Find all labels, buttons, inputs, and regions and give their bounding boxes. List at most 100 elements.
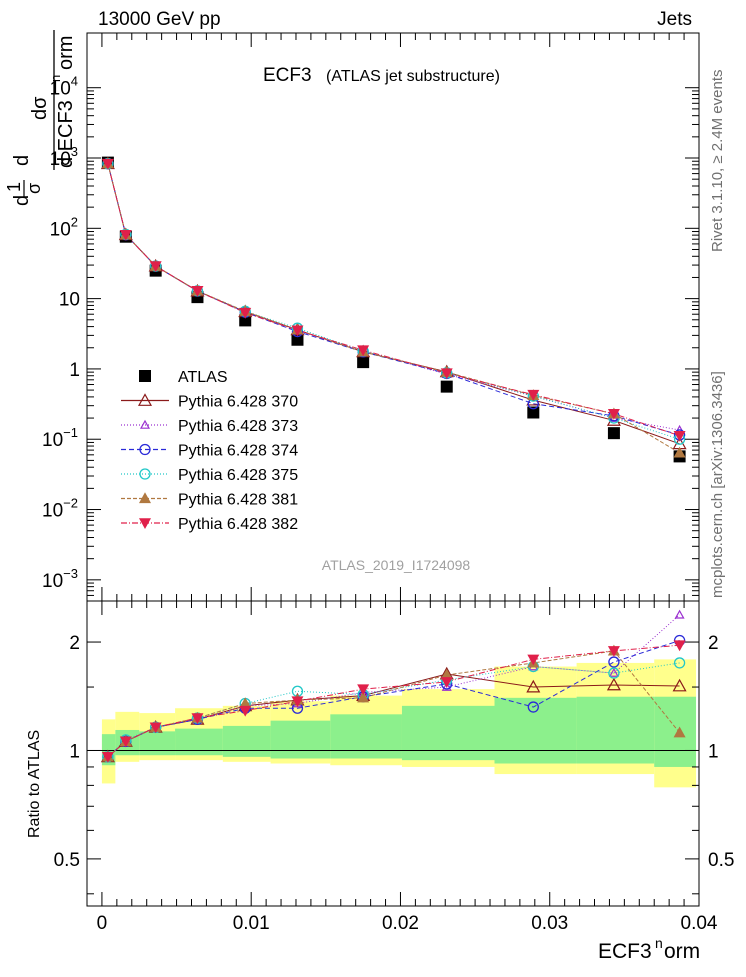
ratio-plot xyxy=(100,609,687,763)
mc-data-point xyxy=(607,408,620,420)
main-ytick-label: 10−1 xyxy=(42,425,78,451)
ratio-band-green xyxy=(576,696,655,764)
legend-label: ATLAS xyxy=(178,369,228,386)
legend-label: Pythia 6.428 375 xyxy=(178,467,298,484)
plot-subtitle: (ATLAS jet substructure) xyxy=(326,68,500,85)
atlas-data-point xyxy=(239,314,252,327)
legend-marker xyxy=(138,492,152,504)
ratio-band-green xyxy=(222,725,271,757)
mc-data-point xyxy=(527,389,540,401)
ratio-data-point xyxy=(673,726,686,738)
legend-label: Pythia 6.428 381 xyxy=(178,492,298,509)
main-y-axis-label: dσ d ECF3 n orm d 1 σ d xyxy=(4,30,77,206)
legend-marker xyxy=(139,443,151,456)
atlas-data-point xyxy=(357,356,370,369)
main-ytick-label: 10 xyxy=(59,290,80,311)
rivet-version-label: Rivet 3.1.10, ≥ 2.4M events xyxy=(709,70,726,253)
ratio-series-line xyxy=(107,662,680,758)
ratio-data-point xyxy=(673,657,686,669)
main-ytick-label: 10−2 xyxy=(42,496,78,522)
legend-label: Pythia 6.428 373 xyxy=(178,418,298,435)
ratio-data-point xyxy=(608,656,620,668)
ylabel-d-prefix: d xyxy=(11,195,33,206)
ratio-data-point xyxy=(119,736,132,748)
analysis-watermark: ATLAS_2019_I1724098 xyxy=(322,557,471,573)
ylabel-orm: orm xyxy=(55,36,77,70)
ratio-ytick-label-right: 0.5 xyxy=(708,850,734,871)
legend-label: Pythia 6.428 382 xyxy=(178,516,298,533)
xtick-label: 0.04 xyxy=(681,913,718,934)
ylabel-numerator: dσ xyxy=(29,96,51,120)
legend-marker xyxy=(139,518,151,529)
ratio-band-green xyxy=(330,714,402,759)
legend: ATLAS Pythia 6.428 370 Pythia 6.428 373 Pyt… xyxy=(121,369,298,533)
legend-label: Pythia 6.428 370 xyxy=(178,394,298,411)
ratio-ytick-label-left: 1 xyxy=(69,741,80,762)
ratio-data-point xyxy=(608,667,620,679)
mc-data-point xyxy=(191,286,204,297)
ratio-ytick-label-left: 2 xyxy=(69,633,80,654)
main-ytick-label: 10−3 xyxy=(42,566,78,592)
ratio-data-point xyxy=(674,609,685,619)
mc-data-point xyxy=(673,446,686,458)
ratio-band-green xyxy=(175,728,223,756)
energy-label: 13000 GeV pp xyxy=(98,9,221,30)
ratio-uncertainty-bands xyxy=(87,659,699,788)
ratio-data-point xyxy=(608,667,619,677)
ratio-data-point xyxy=(673,640,686,652)
atlas-data-point xyxy=(440,380,453,393)
ratio-ytick-label-left: 0.5 xyxy=(54,850,80,871)
ratio-band-green xyxy=(270,720,331,759)
ratio-ytick-label-right: 1 xyxy=(708,741,719,762)
ratio-data-point xyxy=(527,654,540,666)
legend-label: Pythia 6.428 374 xyxy=(178,443,298,460)
mc-data-point xyxy=(291,325,304,337)
ratio-data-point xyxy=(239,705,252,717)
xlabel-orm: orm xyxy=(664,940,700,963)
ylabel-one: 1 xyxy=(4,182,24,192)
main-ytick-label: 1 xyxy=(69,360,80,381)
main-ytick-label: 102 xyxy=(50,214,78,240)
ratio-data-point xyxy=(606,677,621,691)
ratio-band-green xyxy=(139,731,176,756)
xtick-label: 0.01 xyxy=(233,913,270,934)
ylabel-sigma: σ xyxy=(24,183,44,194)
mc-data-point xyxy=(673,430,686,442)
mc-data-point xyxy=(101,158,114,170)
atlas-data-point xyxy=(291,333,304,346)
ratio-data-point xyxy=(441,681,452,691)
ratio-band-green xyxy=(494,697,577,764)
ratio-data-point xyxy=(526,679,541,693)
ratio-band-green xyxy=(654,696,697,767)
ratio-ytick-label-right: 2 xyxy=(708,633,719,654)
process-label: Jets xyxy=(657,9,692,30)
mc-data-point xyxy=(149,261,162,273)
ratio-y-axis-label: Ratio to ATLAS xyxy=(26,730,43,838)
xlabel-superscript-n: n xyxy=(655,935,663,951)
ylabel-denominator: d ECF3 xyxy=(55,100,77,168)
mc-data-point xyxy=(239,307,252,319)
ratio-data-point xyxy=(357,684,370,696)
xtick-label: 0.02 xyxy=(382,913,419,934)
ratio-data-point xyxy=(607,646,620,657)
ratio-data-point xyxy=(527,701,539,713)
ratio-data-point xyxy=(101,752,114,763)
legend-marker xyxy=(139,468,151,480)
ratio-data-point xyxy=(357,691,370,703)
plot-title: ECF3 xyxy=(263,65,312,86)
legend-marker xyxy=(139,370,151,382)
atlas-data-point xyxy=(607,427,620,440)
xtick-label: 0.03 xyxy=(531,913,568,934)
mc-data-point xyxy=(440,368,453,380)
atlas-data-point xyxy=(527,406,540,419)
ylabel-d-suffix: d xyxy=(11,155,33,166)
ylabel-superscript-n: n xyxy=(48,75,63,82)
main-plot xyxy=(100,156,687,463)
ratio-data-point xyxy=(291,696,304,708)
ratio-data-point xyxy=(149,722,162,734)
ratio-data-point xyxy=(440,677,453,688)
legend-marker xyxy=(139,419,151,429)
ratio-data-point xyxy=(191,713,204,725)
